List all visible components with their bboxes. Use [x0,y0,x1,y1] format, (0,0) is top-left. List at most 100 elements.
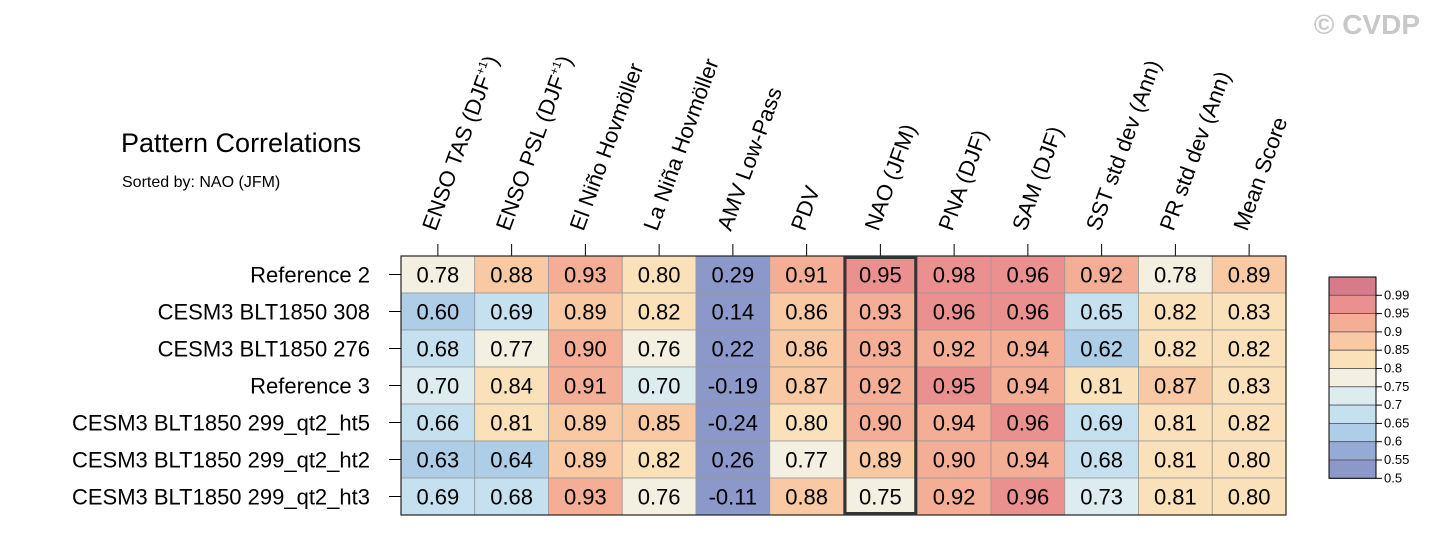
heatmap-cell [990,440,1066,479]
cell-value-label: 0.75 [859,485,902,510]
heatmap-cell [769,477,844,516]
cell-value-label: 0.92 [1080,263,1123,288]
cell-value-label: 0.82 [638,300,681,325]
watermark: © CVDP [1314,9,1420,40]
cell-value-label: 0.90 [564,337,607,362]
cell-value-label: 0.76 [638,337,681,362]
colorbar-label: 0.5 [1384,470,1402,485]
cell-value-label: 0.63 [416,448,459,473]
heatmap-cell [474,292,549,331]
cell-value-label: 0.80 [1228,485,1271,510]
cell-value-label: 0.77 [490,337,533,362]
cell-value-label: 0.92 [933,485,976,510]
colorbar-label: 0.7 [1384,397,1402,412]
heatmap-cell [400,403,476,442]
cell-value-label: 0.92 [859,374,902,399]
cell-value-label: 0.69 [1080,411,1123,436]
cell-value-label: 0.80 [785,411,828,436]
heatmap-cell [548,440,623,479]
heatmap-cell [400,477,476,516]
column-label: SST std dev (Ann) [1081,57,1166,234]
cell-value-label: 0.87 [785,374,828,399]
cell-value-label: 0.69 [490,300,533,325]
heatmap-cell [1064,403,1139,442]
column-labels: ENSO TAS (DJF+1)ENSO PSL (DJF+1)El Niño … [417,52,1292,256]
cell-value-label: 0.89 [859,448,902,473]
cell-value-label: 0.96 [1006,300,1049,325]
colorbar-label: 0.95 [1384,306,1409,321]
heatmap-cell [990,255,1066,294]
column-label: SAM (DJF) [1007,123,1068,234]
cell-value-label: 0.89 [1228,263,1271,288]
heatmap-cell [916,255,992,294]
heatmap-cell [400,366,476,405]
cell-value-label: 0.65 [1080,300,1123,325]
cell-value-label: 0.93 [564,485,607,510]
heatmap-cell [695,329,771,368]
column-label: ENSO TAS (DJF+1) [417,52,503,233]
heatmap-cell [400,440,476,479]
colorbar-swatch [1328,368,1377,388]
colorbar-label: 0.9 [1384,324,1402,339]
heatmap-cell [548,292,623,331]
heatmap-cell [1211,403,1287,442]
cell-value-label: 0.76 [638,485,681,510]
column-label: Mean Score [1228,114,1292,234]
row-label: CESM3 BLT1850 299_qt2_ht5 [72,411,370,436]
cell-value-label: 0.81 [1154,411,1197,436]
heatmap-cell [621,366,697,405]
cell-value-label: 0.96 [1006,485,1049,510]
row-label: CESM3 BLT1850 299_qt2_ht3 [72,485,370,510]
colorbar-swatch [1328,294,1377,314]
cell-value-label: 0.88 [490,263,533,288]
heatmap-cell [695,440,771,479]
cell-value-label: 0.78 [416,263,459,288]
cell-value-label: 0.83 [1228,374,1271,399]
heatmap-cell [769,329,844,368]
cell-value-label: 0.93 [859,337,902,362]
cell-value-label: 0.70 [638,374,681,399]
heatmap-cell [769,366,844,405]
column-label: ENSO PSL (DJF+1) [491,52,577,233]
heatmap-cell [769,403,844,442]
heatmap-cell [1138,440,1213,479]
cell-value-label: 0.64 [490,448,533,473]
cell-value-label: 0.60 [416,300,459,325]
cell-value-label: 0.81 [1154,448,1197,473]
colorbar-label: 0.55 [1384,452,1409,467]
column-label: PNA (DJF) [933,126,992,233]
cell-value-label: 0.26 [711,448,754,473]
cell-value-label: 0.86 [785,337,828,362]
heatmap-cell [990,403,1066,442]
cell-value-label: 0.91 [785,263,828,288]
cell-value-label: 0.81 [1080,374,1123,399]
colorbar-swatch [1328,441,1377,461]
cell-value-label: 0.82 [1228,337,1271,362]
cell-value-label: 0.83 [1228,300,1271,325]
sort-column-highlight [843,256,918,515]
cell-value-label: 0.94 [1006,448,1049,473]
cell-value-label: 0.96 [1006,411,1049,436]
cell-value-label: 0.68 [1080,448,1123,473]
cell-value-label: 0.96 [933,300,976,325]
colorbar-label: 0.8 [1384,361,1402,376]
cell-value-label: 0.77 [785,448,828,473]
cell-value-label: 0.94 [1006,337,1049,362]
colorbar-label: 0.6 [1384,434,1402,449]
cell-value-label: 0.14 [711,300,754,325]
colorbar-label: 0.99 [1384,287,1409,302]
column-label: El Niño Hovmöller [565,60,649,234]
column-label: NAO (JFM) [860,121,922,234]
cell-value-label: 0.29 [711,263,754,288]
cell-value-label: 0.70 [416,374,459,399]
colorbar-swatch [1328,459,1377,479]
cell-value-label: 0.68 [416,337,459,362]
cell-value-label: 0.93 [859,300,902,325]
heatmap-cell [474,255,549,294]
cell-value-label: 0.84 [490,374,533,399]
cell-value-label: -0.11 [709,485,758,510]
cell-value-label: 0.87 [1154,374,1197,399]
heatmap-cell [916,440,992,479]
colorbar-swatch [1328,331,1377,351]
heatmap-cell [1211,440,1287,479]
